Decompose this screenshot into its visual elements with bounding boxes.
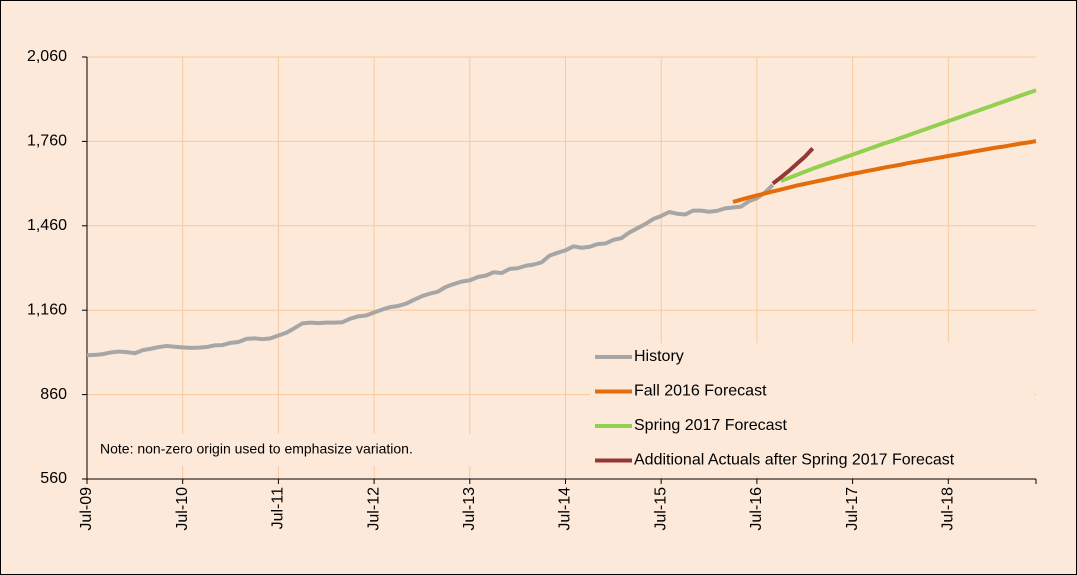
x-tick-label: Jul-18	[939, 487, 956, 531]
series-line	[780, 88, 1037, 183]
y-tick-label: 1,760	[27, 133, 67, 150]
series-line	[732, 139, 1037, 204]
legend-box	[590, 343, 1034, 476]
y-tick-label: 560	[40, 470, 67, 487]
series-line	[86, 183, 775, 358]
y-tick-label: 2,060	[27, 48, 67, 65]
x-tick-label: Jul-17	[844, 487, 861, 531]
annotation: Note: non-zero origin used to emphasize …	[100, 441, 413, 457]
legend-label: Spring 2017 Forecast	[634, 417, 788, 434]
x-tick-label: Jul-09	[78, 487, 95, 531]
legend-label: History	[634, 348, 684, 365]
series-line	[771, 147, 815, 186]
y-tick-label: 1,160	[27, 301, 67, 318]
y-tick-label: 860	[40, 386, 67, 403]
legend-label: Additional Actuals after Spring 2017 For…	[634, 452, 955, 469]
x-tick-label: Jul-11	[270, 487, 287, 529]
x-tick-label: Jul-13	[461, 487, 478, 531]
x-tick-label: Jul-15	[652, 487, 669, 531]
x-tick-label: Jul-12	[365, 487, 382, 531]
note-box	[92, 434, 480, 466]
x-tick-label: Jul-14	[557, 487, 574, 531]
y-tick-label: 1,460	[27, 217, 67, 234]
legend-label: Fall 2016 Forecast	[634, 383, 767, 400]
x-tick-label: Jul-10	[174, 487, 191, 531]
x-tick-label: Jul-16	[748, 487, 765, 531]
